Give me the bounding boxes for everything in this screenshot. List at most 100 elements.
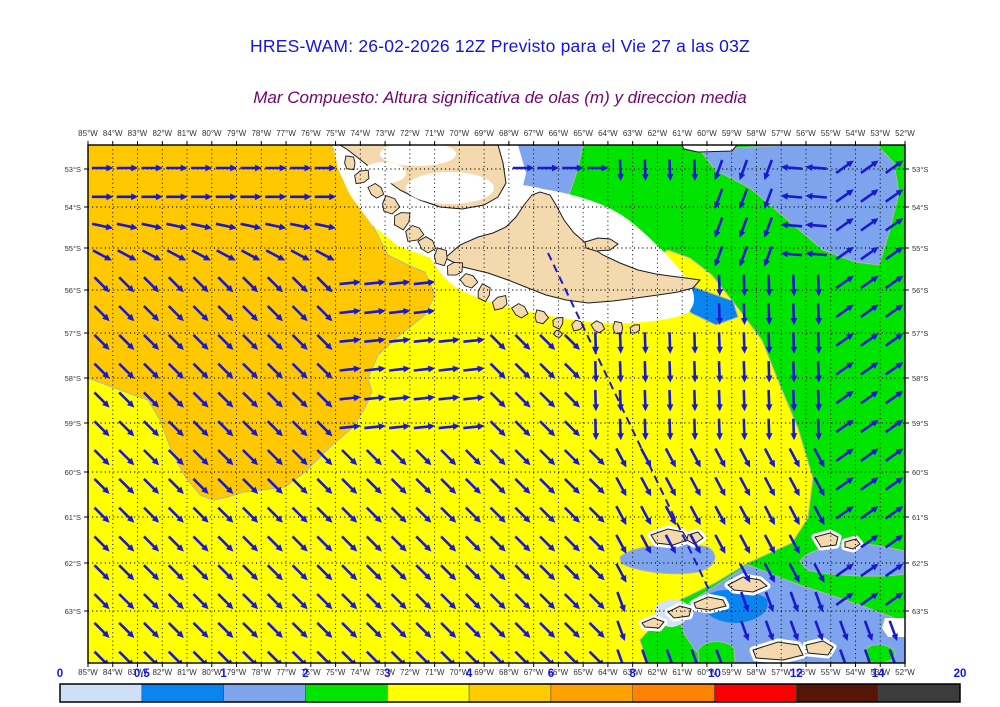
lon-label-top: 58°W	[747, 129, 767, 138]
colorbar-tick-label: 8	[630, 668, 637, 680]
lat-label-left: 54°S	[65, 203, 81, 212]
lat-label-right: 63°S	[912, 607, 928, 616]
lon-label-bottom: 64°W	[598, 668, 618, 677]
colorbar-tick-label: 0	[57, 668, 63, 680]
lat-label-right: 55°S	[912, 244, 928, 253]
map-border	[87, 144, 906, 664]
lon-label-top: 68°W	[499, 129, 519, 138]
lon-label-bottom: 70°W	[450, 668, 470, 677]
lon-label-top: 80°W	[202, 129, 222, 138]
lon-label-top: 52°W	[895, 129, 915, 138]
lon-label-bottom: 80°W	[202, 668, 222, 677]
colorbar-segment	[305, 683, 388, 703]
islet-archipelago	[344, 155, 356, 171]
lat-label-left: 58°S	[65, 374, 81, 383]
colorbar-segment	[714, 683, 797, 703]
island-shetland-3	[667, 605, 692, 619]
lon-label-bottom: 68°W	[499, 668, 519, 677]
lon-label-top: 81°W	[177, 129, 197, 138]
colorbar-segment	[59, 683, 143, 703]
fjord-white-1	[406, 172, 494, 204]
islet-archipelago	[510, 303, 529, 319]
lat-label-left: 57°S	[65, 329, 81, 338]
lat-label-right: 56°S	[912, 286, 928, 295]
lon-label-bottom: 69°W	[474, 668, 494, 677]
lon-label-top: 85°W	[78, 129, 98, 138]
lon-label-bottom: 77°W	[276, 668, 296, 677]
colorbar-tick-label: 1	[220, 668, 227, 680]
lat-label-right: 54°S	[912, 203, 928, 212]
lon-label-bottom: 83°W	[128, 668, 148, 677]
lon-label-bottom: 56°W	[796, 668, 816, 677]
colorbar-segment	[796, 683, 879, 703]
lat-label-left: 61°S	[65, 513, 81, 522]
lon-label-bottom: 55°W	[821, 668, 841, 677]
lon-label-bottom: 71°W	[425, 668, 445, 677]
islet-archipelago	[433, 247, 448, 267]
lon-label-top: 84°W	[103, 129, 123, 138]
lat-label-left: 55°S	[65, 244, 81, 253]
map-area: 85°W 85°W 84°W 84°W 83°W 83°W 82°W 82°W 81°W 81°W…	[65, 129, 929, 677]
lat-label-right: 58°S	[912, 374, 928, 383]
lon-label-top: 72°W	[400, 129, 420, 138]
islet-archipelago	[629, 324, 640, 334]
fjord-white-0	[380, 145, 456, 166]
colorbar-tick-label: 2	[302, 668, 308, 680]
border-ticks	[84, 141, 909, 667]
islet-archipelago	[491, 295, 508, 311]
lon-label-bottom: 76°W	[301, 668, 321, 677]
island-shetland-4	[641, 617, 665, 629]
colorbar-segment	[632, 683, 715, 703]
island-peninsula-2	[805, 640, 834, 656]
island-shetland-2	[693, 596, 727, 611]
lon-label-top: 75°W	[326, 129, 346, 138]
lon-label-bottom: 75°W	[326, 668, 346, 677]
lon-label-top: 77°W	[276, 129, 296, 138]
islet-archipelago	[552, 317, 564, 330]
colorbar-tick-label: 4	[466, 668, 473, 680]
lon-label-bottom: 72°W	[400, 668, 420, 677]
colorbar-segment	[141, 683, 224, 703]
lon-label-bottom: 54°W	[846, 668, 866, 677]
wave-direction-arrows	[91, 159, 904, 663]
islet-archipelago	[590, 320, 606, 334]
lon-label-bottom: 84°W	[103, 668, 123, 677]
lat-label-left: 56°S	[65, 286, 81, 295]
colorbar-segment	[223, 683, 306, 703]
lon-label-bottom: 74°W	[351, 668, 371, 677]
lon-label-bottom: 67°W	[524, 668, 544, 677]
colorbar-border	[59, 683, 961, 703]
islet-archipelago	[382, 195, 401, 215]
lon-label-bottom: 73°W	[375, 668, 395, 677]
lon-label-top: 59°W	[722, 129, 742, 138]
lat-label-left: 62°S	[65, 559, 81, 568]
lon-label-top: 62°W	[648, 129, 668, 138]
lon-label-bottom: 57°W	[771, 668, 791, 677]
colorbar-tick-label: 10	[708, 668, 721, 680]
lon-label-bottom: 61°W	[672, 668, 692, 677]
lon-label-top: 70°W	[450, 129, 470, 138]
lon-label-bottom: 63°W	[623, 668, 643, 677]
lon-label-top: 55°W	[821, 129, 841, 138]
lon-label-top: 66°W	[549, 129, 569, 138]
lon-label-top: 54°W	[846, 129, 866, 138]
colorbar: 0 0.5 1 2 3 4 6 8 10 12 14 20	[57, 668, 966, 703]
lon-label-top: 60°W	[697, 129, 717, 138]
lon-label-bottom: 66°W	[549, 668, 569, 677]
lon-label-top: 57°W	[771, 129, 791, 138]
lon-label-top: 83°W	[128, 129, 148, 138]
page-title: HRES-WAM: 26-02-2026 12Z Previsto para e…	[250, 36, 750, 56]
islet-archipelago	[417, 236, 437, 254]
islet-archipelago	[534, 309, 550, 325]
lon-label-top: 78°W	[251, 129, 271, 138]
axis-labels: 85°W 85°W 84°W 84°W 83°W 83°W 82°W 82°W 81°W 81°W…	[65, 129, 929, 677]
lat-label-right: 62°S	[912, 559, 928, 568]
lon-label-top: 53°W	[870, 129, 890, 138]
lon-label-bottom: 82°W	[152, 668, 172, 677]
colorbar-segment	[387, 683, 470, 703]
lon-label-top: 67°W	[524, 129, 544, 138]
lat-label-left: 60°S	[65, 468, 81, 477]
route-dashed-line	[547, 252, 711, 593]
lon-label-top: 74°W	[351, 129, 371, 138]
